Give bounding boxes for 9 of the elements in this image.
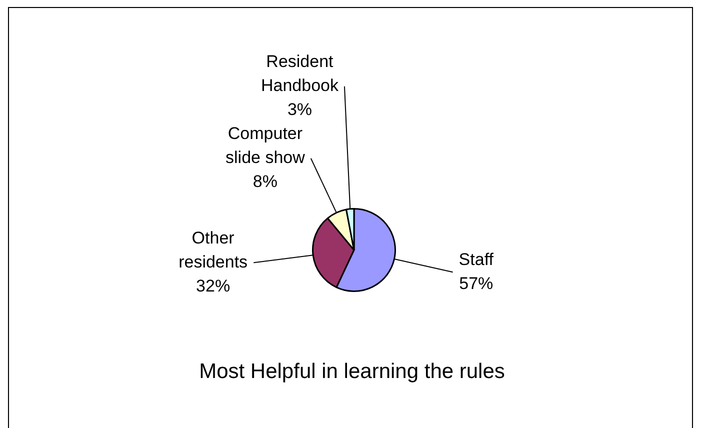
slice-label: Computer slide show xyxy=(226,124,306,168)
text: Most Helpful in learning the rules xyxy=(198,360,506,384)
slice-label: Other residents xyxy=(178,228,248,272)
data-label: 3% xyxy=(287,100,312,120)
data-label: 8% xyxy=(252,172,278,192)
slice-label: Resident Handbook xyxy=(260,52,339,96)
data-label: 57% xyxy=(459,274,494,293)
slice-label: Staff xyxy=(458,250,494,269)
data-label: 32% xyxy=(196,276,230,296)
